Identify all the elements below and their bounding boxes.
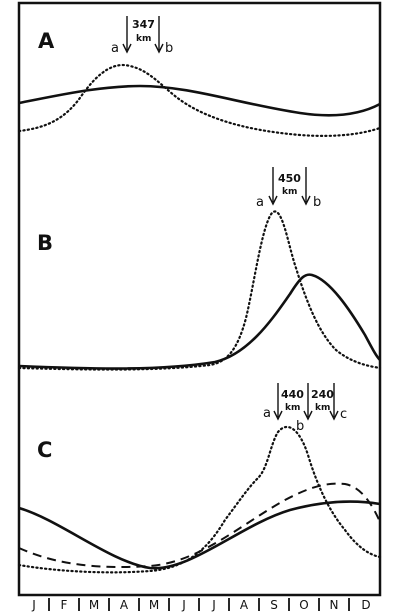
panel-a-arrow-b-head bbox=[154, 43, 164, 54]
panel-c-distance-b-value: 240 bbox=[311, 388, 334, 401]
panel-c-arrow-b: b 240 km bbox=[296, 383, 334, 434]
panel-c-arrow-a-label: a bbox=[263, 406, 271, 421]
panel-c-dashed-curve bbox=[18, 482, 381, 569]
panel-a-dotted-curve bbox=[17, 63, 382, 138]
month-axis: J F M A M J J A S O N D bbox=[31, 598, 371, 612]
panel-a-arrow-b-label: b bbox=[165, 41, 173, 56]
month-label: S bbox=[270, 598, 278, 612]
month-label: A bbox=[240, 598, 249, 612]
month-label: A bbox=[120, 598, 129, 612]
panel-a: A a 347 km b bbox=[17, 16, 382, 138]
panel-b-letter: B bbox=[37, 231, 53, 255]
panel-a-arrow-b: b bbox=[154, 16, 173, 56]
month-label: J bbox=[181, 598, 186, 612]
panel-b-solid-curve bbox=[18, 273, 381, 370]
panel-b-distance-value: 450 bbox=[278, 172, 301, 185]
panel-c-distance-b-unit: km bbox=[315, 403, 330, 413]
panel-c-arrow-b-label: b bbox=[296, 419, 304, 434]
month-label: M bbox=[89, 598, 99, 612]
month-label: D bbox=[361, 598, 370, 612]
month-label: M bbox=[149, 598, 159, 612]
panel-b-arrow-b: b bbox=[301, 167, 321, 210]
panel-c-dotted-curve bbox=[17, 425, 382, 574]
panel-c-arrow-c-label: c bbox=[340, 407, 347, 422]
panel-c-arrow-c-head bbox=[329, 410, 339, 421]
month-label: J bbox=[31, 598, 36, 612]
panel-a-arrow-a-head bbox=[122, 43, 132, 54]
panel-b-arrow-a-head bbox=[268, 195, 278, 206]
panel-c-solid-curve bbox=[18, 500, 381, 570]
panel-b-arrow-a-label: a bbox=[256, 195, 264, 210]
panel-a-distance-value: 347 bbox=[132, 18, 155, 31]
figure-frame bbox=[17, 1, 382, 597]
panel-a-arrow-a: a 347 km bbox=[111, 16, 155, 56]
panel-c: C a 440 km b 240 km c bbox=[17, 383, 382, 574]
panel-a-letter: A bbox=[38, 29, 55, 53]
panel-c-arrow-b-head bbox=[303, 410, 313, 421]
panel-c-distance-a-value: 440 bbox=[281, 388, 304, 401]
panel-b-arrow-b-label: b bbox=[313, 195, 321, 210]
panel-b-arrow-a: a 450 km bbox=[256, 167, 301, 210]
panel-a-solid-curve bbox=[18, 84, 381, 117]
month-label: O bbox=[299, 598, 308, 612]
month-label: J bbox=[211, 598, 216, 612]
panel-a-arrow-a-label: a bbox=[111, 41, 119, 56]
panel-c-arrow-a-head bbox=[273, 410, 283, 421]
month-label: N bbox=[330, 598, 339, 612]
panel-b: B a 450 km b bbox=[17, 167, 382, 371]
panel-c-arrow-a: a 440 km bbox=[263, 383, 304, 421]
panel-b-dotted-curve bbox=[17, 210, 382, 371]
panel-b-arrow-b-head bbox=[301, 195, 311, 206]
month-label: F bbox=[61, 598, 68, 612]
panel-c-distance-a-unit: km bbox=[285, 403, 300, 413]
panel-a-distance-unit: km bbox=[136, 34, 151, 44]
panel-b-distance-unit: km bbox=[282, 187, 297, 197]
panel-c-arrow-c: c bbox=[329, 383, 347, 422]
panel-c-letter: C bbox=[37, 438, 52, 462]
